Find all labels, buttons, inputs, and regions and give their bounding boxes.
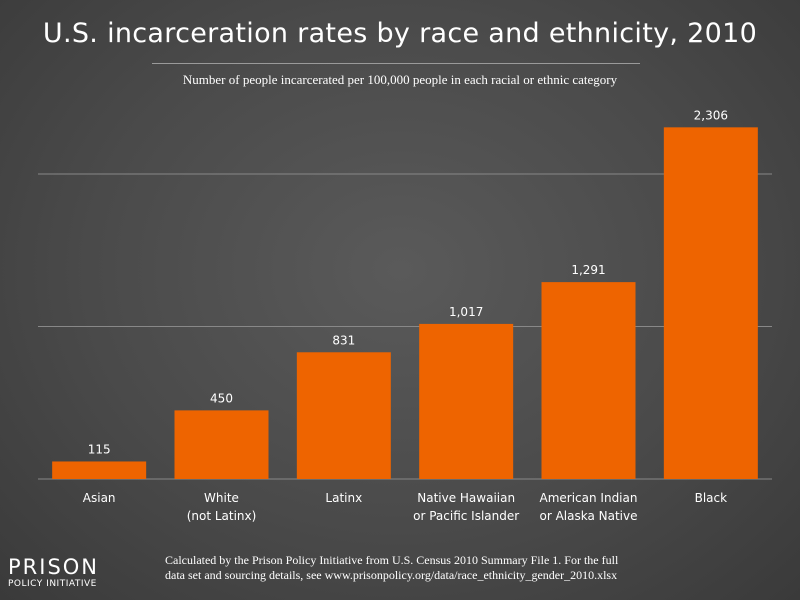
data-label-5: 2,306 xyxy=(694,108,728,122)
category-label-1-line-1: (not Latinx) xyxy=(187,509,257,523)
bar-3 xyxy=(419,323,514,479)
chart-subtitle: Number of people incarcerated per 100,00… xyxy=(182,72,618,87)
category-label-4-line-0: American Indian xyxy=(540,491,638,505)
bar-2 xyxy=(296,352,391,479)
title-divider xyxy=(152,63,640,64)
data-label-0: 115 xyxy=(88,442,111,456)
chart-title: U.S. incarceration rates by race and eth… xyxy=(42,18,758,49)
category-label-5-line-0: Black xyxy=(695,491,728,505)
source-note: Calculated by the Prison Policy Initiati… xyxy=(165,553,705,583)
category-label-3-line-1: or Pacific Islander xyxy=(413,509,519,523)
category-label-1-line-0: White xyxy=(204,491,239,505)
bar-4 xyxy=(541,282,636,479)
category-label-2-line-0: Latinx xyxy=(325,491,362,505)
data-label-3: 1,017 xyxy=(449,305,483,319)
logo-word: PRISON xyxy=(8,555,100,579)
bar-1 xyxy=(174,410,269,479)
category-label-0-line-0: Asian xyxy=(83,491,116,505)
source-note-line-1: Calculated by the Prison Policy Initiati… xyxy=(165,553,619,567)
data-label-4: 1,291 xyxy=(571,263,605,277)
prison-policy-initiative-logo: PRISON POLICY INITIATIVE xyxy=(8,556,99,590)
category-label-3-line-0: Native Hawaiian xyxy=(417,491,515,505)
bar-5 xyxy=(663,127,758,480)
data-label-1: 450 xyxy=(210,391,233,405)
data-label-2: 831 xyxy=(332,333,355,347)
source-note-line-2: data set and sourcing details, see www.p… xyxy=(165,568,618,582)
bar-0 xyxy=(52,461,147,479)
logo-subtitle: POLICY INITIATIVE xyxy=(8,579,97,589)
category-label-4-line-1: or Alaska Native xyxy=(540,509,638,523)
